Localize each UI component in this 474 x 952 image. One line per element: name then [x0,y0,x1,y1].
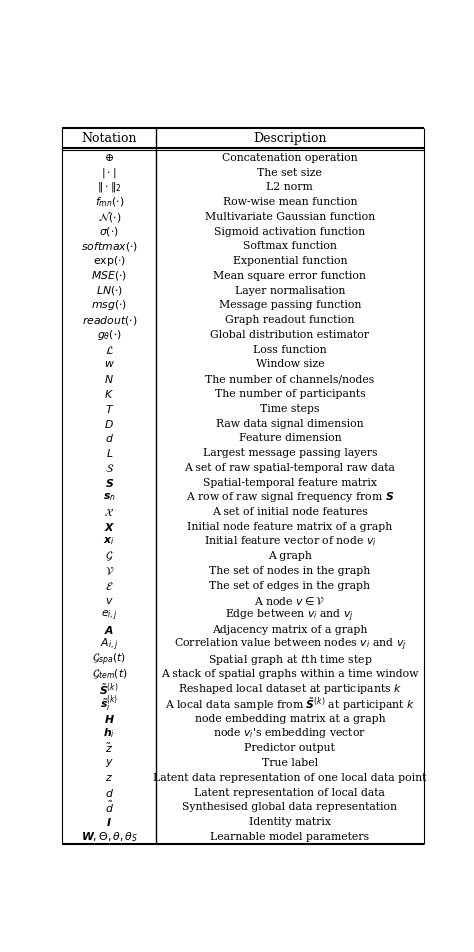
Text: node $v_i$'s embedding vector: node $v_i$'s embedding vector [213,726,366,741]
Text: Adjacency matrix of a graph: Adjacency matrix of a graph [212,625,367,635]
Text: A node $v \in \mathcal{V}$: A node $v \in \mathcal{V}$ [254,595,326,606]
Text: Loss function: Loss function [253,345,327,355]
Text: $\mathcal{X}$: $\mathcal{X}$ [104,506,114,518]
Text: $\sigma(\cdot)$: $\sigma(\cdot)$ [100,225,119,238]
Text: A stack of spatial graphs within a time window: A stack of spatial graphs within a time … [161,669,419,680]
Text: Edge between $v_i$ and $v_j$: Edge between $v_i$ and $v_j$ [226,607,355,624]
Text: Concatenation operation: Concatenation operation [222,153,358,163]
Text: $\|\cdot\|_2$: $\|\cdot\|_2$ [97,180,122,194]
Text: $\tilde{\boldsymbol{S}}^{(k)}$: $\tilde{\boldsymbol{S}}^{(k)}$ [100,682,119,697]
Text: Initial node feature matrix of a graph: Initial node feature matrix of a graph [187,522,392,532]
Text: $\boldsymbol{h}_i$: $\boldsymbol{h}_i$ [103,726,115,741]
Text: $v$: $v$ [105,596,114,605]
Text: $\mathcal{N}(\cdot)$: $\mathcal{N}(\cdot)$ [98,209,121,224]
Text: Correlation value between nodes $v_i$ and $v_j$: Correlation value between nodes $v_i$ an… [173,637,406,653]
Text: Row-wise mean function: Row-wise mean function [223,197,357,208]
Text: $\boldsymbol{A}$: $\boldsymbol{A}$ [104,625,114,636]
Text: Spatial-temporal feature matrix: Spatial-temporal feature matrix [203,478,377,487]
Text: $\exp(\cdot)$: $\exp(\cdot)$ [93,254,126,268]
Text: $\boldsymbol{I}$: $\boldsymbol{I}$ [106,816,112,828]
Text: Feature dimension: Feature dimension [238,433,341,444]
Text: $\mathcal{L}$: $\mathcal{L}$ [105,344,114,356]
Text: $K$: $K$ [104,388,114,400]
Text: $T$: $T$ [105,403,114,415]
Text: node embedding matrix at a graph: node embedding matrix at a graph [194,714,385,724]
Text: $d$: $d$ [105,432,114,445]
Text: $\mathcal{V}$: $\mathcal{V}$ [105,565,114,577]
Text: Message passing function: Message passing function [219,301,361,310]
Text: A row of raw signal frequency from $\boldsymbol{S}$: A row of raw signal frequency from $\bol… [186,490,394,505]
Text: A set of raw spatial-temporal raw data: A set of raw spatial-temporal raw data [184,463,395,473]
Text: A graph: A graph [268,551,312,562]
Text: The set size: The set size [257,168,322,178]
Text: $\mathit{MSE}(\cdot)$: $\mathit{MSE}(\cdot)$ [91,269,128,283]
Text: $D$: $D$ [104,418,114,429]
Text: Synthesised global data representation: Synthesised global data representation [182,803,397,812]
Text: Graph readout function: Graph readout function [225,315,355,326]
Text: $f_{mn}(\cdot)$: $f_{mn}(\cdot)$ [95,195,124,208]
Text: Reshaped local dataset at participants $k$: Reshaped local dataset at participants $… [178,683,402,696]
Text: Exponential function: Exponential function [233,256,347,267]
Text: $y$: $y$ [105,757,114,769]
Text: L2 norm: L2 norm [266,183,313,192]
Text: $\mathit{readout}(\cdot)$: $\mathit{readout}(\cdot)$ [82,313,137,327]
Text: Learnable model parameters: Learnable model parameters [210,832,369,842]
Text: Identity matrix: Identity matrix [249,817,331,827]
Text: Sigmoid activation function: Sigmoid activation function [214,227,365,237]
Text: Latent data representation of one local data point: Latent data representation of one local … [153,773,427,783]
Text: Notation: Notation [82,131,137,145]
Text: Latent representation of local data: Latent representation of local data [194,787,385,798]
Text: Softmax function: Softmax function [243,242,337,251]
Text: The set of nodes in the graph: The set of nodes in the graph [209,566,371,576]
Text: Layer normalisation: Layer normalisation [235,286,345,296]
Text: $\boldsymbol{s}_n$: $\boldsymbol{s}_n$ [103,491,116,504]
Text: $N$: $N$ [104,373,114,386]
Text: $\boldsymbol{H}$: $\boldsymbol{H}$ [104,713,115,724]
Text: $g_{\theta}(\cdot)$: $g_{\theta}(\cdot)$ [97,327,122,342]
Text: $\mathcal{G}_{tem}(t)$: $\mathcal{G}_{tem}(t)$ [91,667,127,682]
Text: The number of participants: The number of participants [215,389,365,399]
Text: A local data sample from $\tilde{\boldsymbol{S}}^{(k)}$ at participant $k$: A local data sample from $\tilde{\boldsy… [165,695,415,713]
Text: $d$: $d$ [105,786,114,799]
Text: $\mathit{softmax}(\cdot)$: $\mathit{softmax}(\cdot)$ [81,240,138,253]
Text: The set of edges in the graph: The set of edges in the graph [210,581,370,591]
Text: True label: True label [262,758,318,768]
Text: $A_{i,j}$: $A_{i,j}$ [100,637,118,653]
Text: $z$: $z$ [105,773,113,783]
Text: $\boldsymbol{x}_i$: $\boldsymbol{x}_i$ [103,536,115,547]
Text: Time steps: Time steps [260,404,319,414]
Text: Multivariate Gaussian function: Multivariate Gaussian function [205,212,375,222]
Text: Window size: Window size [255,360,324,369]
Text: Initial feature vector of node $v_i$: Initial feature vector of node $v_i$ [203,535,376,548]
Text: A set of initial node features: A set of initial node features [212,507,368,517]
Text: $\boldsymbol{S}$: $\boldsymbol{S}$ [105,477,114,488]
Text: Global distribution estimator: Global distribution estimator [210,330,369,340]
Text: Raw data signal dimension: Raw data signal dimension [216,419,364,428]
Text: The number of channels/nodes: The number of channels/nodes [205,374,374,385]
Text: Mean square error function: Mean square error function [213,271,366,281]
Text: $\mathit{msg}(\cdot)$: $\mathit{msg}(\cdot)$ [91,298,128,312]
Text: $\tilde{d}$: $\tilde{d}$ [105,800,114,815]
Text: Predictor output: Predictor output [245,744,335,753]
Text: $\mathcal{S}$: $\mathcal{S}$ [105,462,114,474]
Text: $\mathcal{G}_{spa}(t)$: $\mathcal{G}_{spa}(t)$ [92,651,126,668]
Text: $L$: $L$ [106,447,113,459]
Text: $\tilde{z}$: $\tilde{z}$ [105,742,113,755]
Text: $e_{i,j}$: $e_{i,j}$ [101,608,118,623]
Text: $|\cdot|$: $|\cdot|$ [101,166,117,180]
Text: ⊕: ⊕ [105,153,114,163]
Text: Largest message passing layers: Largest message passing layers [202,448,377,458]
Text: $\boldsymbol{X}$: $\boldsymbol{X}$ [104,521,115,533]
Text: $\mathcal{E}$: $\mathcal{E}$ [105,580,114,592]
Text: Description: Description [253,131,327,145]
Text: $\tilde{\boldsymbol{s}}_i^{(k)}$: $\tilde{\boldsymbol{s}}_i^{(k)}$ [100,694,118,714]
Text: $\mathcal{G}$: $\mathcal{G}$ [105,549,113,563]
Text: $w$: $w$ [104,360,115,369]
Text: $\mathit{LN}(\cdot)$: $\mathit{LN}(\cdot)$ [96,284,123,297]
Text: Spatial graph at $t$th time step: Spatial graph at $t$th time step [208,653,372,666]
Text: $\boldsymbol{W},\Theta,\theta,\theta_S$: $\boldsymbol{W},\Theta,\theta,\theta_S$ [81,830,138,843]
